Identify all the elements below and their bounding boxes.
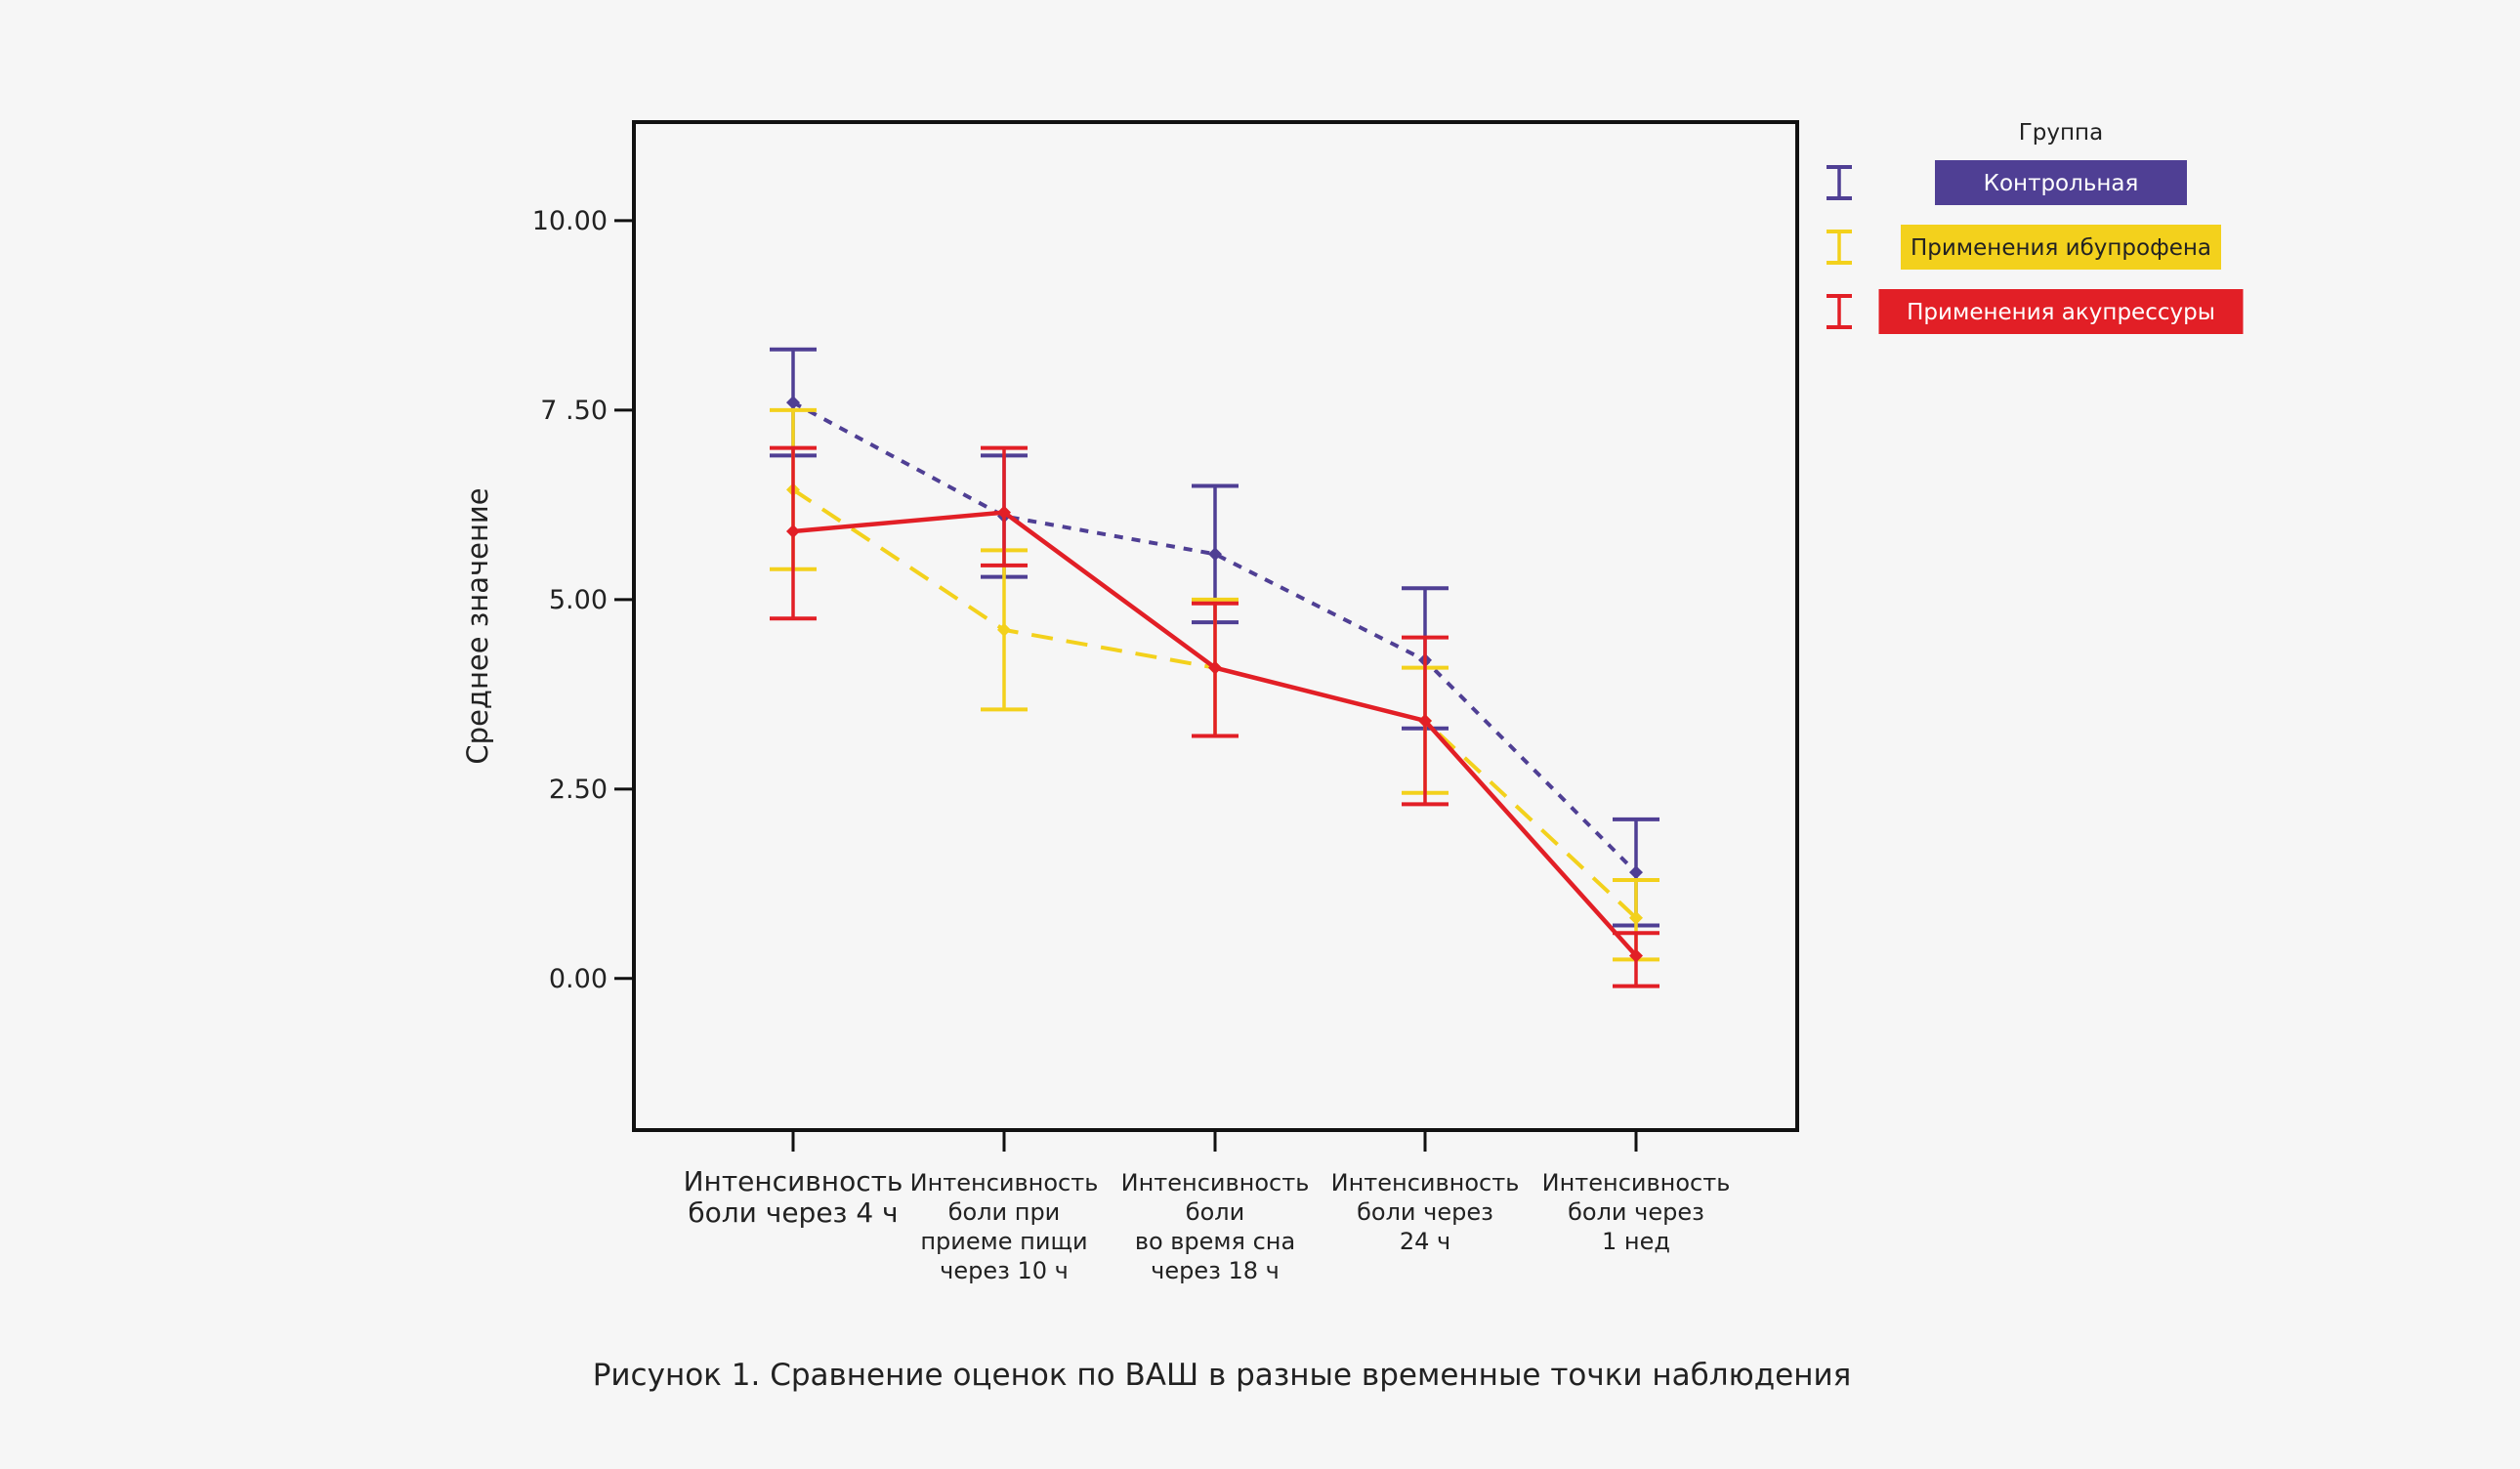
y-tick-label: 7 .50 bbox=[540, 396, 608, 426]
legend-title: Группа bbox=[2019, 120, 2103, 146]
data-point bbox=[1208, 660, 1222, 675]
y-axis-label: Среднее значение bbox=[461, 487, 494, 764]
x-tick-label: Интенсивность bbox=[1331, 1169, 1520, 1196]
legend-swatch bbox=[1901, 225, 2221, 270]
series-line bbox=[792, 400, 1638, 874]
series-layer bbox=[770, 347, 1659, 988]
data-point bbox=[1629, 948, 1643, 963]
data-point bbox=[1629, 910, 1643, 925]
legend-item: Применения ибупрофена bbox=[1827, 225, 2221, 270]
data-point bbox=[786, 396, 800, 410]
y-axis: 0.00 2.50 5.00 7 .50 10.00 bbox=[532, 206, 634, 994]
legend-swatch bbox=[1878, 289, 2244, 334]
figure-caption: Рисунок 1. Сравнение оценок по ВАШ в раз… bbox=[593, 1358, 1852, 1393]
series-2 bbox=[770, 445, 1659, 988]
x-tick-label: приеме пищи bbox=[920, 1228, 1087, 1255]
data-point bbox=[997, 622, 1011, 637]
x-tick-label: через 10 ч bbox=[940, 1257, 1069, 1284]
data-point bbox=[1208, 547, 1222, 562]
legend-label: Контрольная bbox=[1984, 171, 2139, 196]
x-tick-label: Интенсивность bbox=[684, 1165, 903, 1197]
x-tick-label: боли bbox=[1186, 1198, 1244, 1226]
x-tick-label: Интенсивность bbox=[1542, 1169, 1731, 1196]
x-tick-label: боли через bbox=[1568, 1198, 1704, 1226]
legend-item: Контрольная bbox=[1827, 160, 2187, 205]
y-tick-label: 2.50 bbox=[549, 775, 608, 805]
legend: Группа Контрольная Применения ибупрофена Пр… bbox=[1827, 120, 2244, 334]
legend-item: Применения акупрессуры bbox=[1827, 289, 2244, 334]
legend-label: Применения акупрессуры bbox=[1907, 300, 2215, 325]
x-tick-label: через 18 ч bbox=[1151, 1257, 1280, 1284]
y-tick-label: 10.00 bbox=[532, 206, 608, 236]
y-tick-label: 0.00 bbox=[549, 964, 608, 994]
data-point bbox=[1418, 713, 1432, 728]
y-tick-label: 5.00 bbox=[549, 585, 608, 615]
x-tick-label: Интенсивность bbox=[1121, 1169, 1310, 1196]
data-point bbox=[1629, 865, 1643, 880]
x-tick-label: Интенсивность bbox=[910, 1169, 1099, 1196]
x-tick-label: боли через 4 ч bbox=[688, 1196, 898, 1229]
x-tick-label: боли при bbox=[948, 1198, 1061, 1226]
legend-label: Применения ибупрофена bbox=[1911, 235, 2211, 261]
data-point bbox=[786, 525, 800, 539]
data-point bbox=[997, 505, 1011, 520]
legend-swatch bbox=[1935, 160, 2187, 205]
x-tick-label: боли через bbox=[1357, 1198, 1493, 1226]
x-tick-label: 24 ч bbox=[1400, 1228, 1450, 1255]
x-tick-label: 1 нед bbox=[1602, 1228, 1670, 1255]
x-tick-label: во время сна bbox=[1135, 1228, 1295, 1255]
